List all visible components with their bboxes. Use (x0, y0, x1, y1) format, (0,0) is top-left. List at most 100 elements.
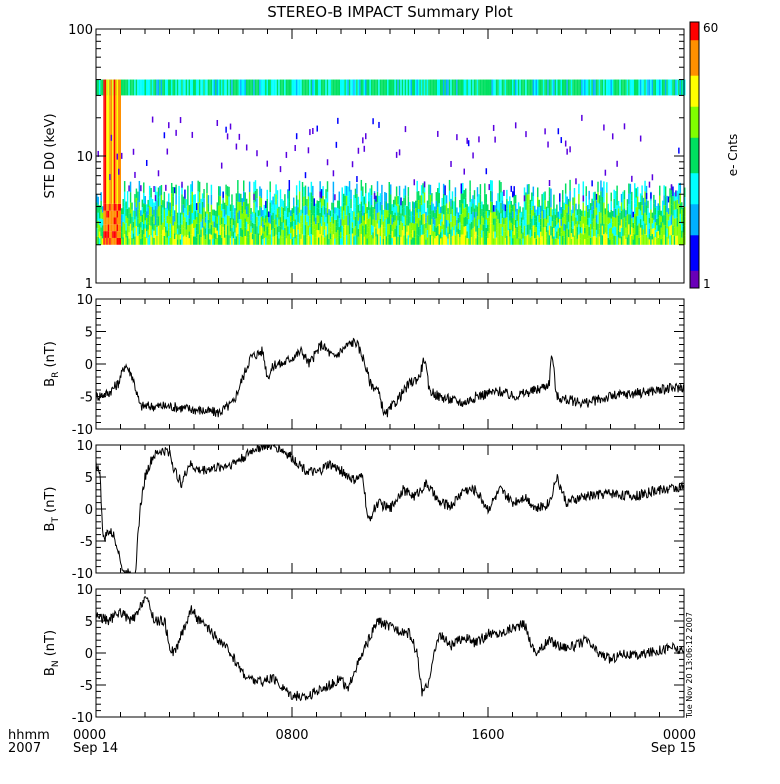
spectrogram-cell (445, 203, 448, 212)
spectrogram-cell (476, 225, 479, 236)
spectrogram-cell (276, 199, 279, 209)
spectrogram-cell (367, 218, 370, 228)
spectrogram-cell (432, 79, 435, 96)
spectrogram-cell (651, 234, 654, 240)
spectrogram-cell (262, 233, 264, 239)
spectrogram-cell (535, 209, 537, 216)
spectrogram-cell (597, 181, 599, 193)
spectrogram-cell (248, 192, 251, 203)
spectrogram-cell (218, 235, 220, 245)
spectrogram-cell (667, 232, 670, 239)
spectrogram-cell (538, 237, 540, 245)
spectrogram-cell (298, 212, 301, 224)
spectrogram-cell (215, 239, 217, 245)
spectrogram-cell (348, 223, 351, 235)
spectrogram-cell (203, 216, 205, 227)
spectrogram-cell (416, 223, 418, 235)
spectrogram-cell (514, 203, 517, 212)
spectrogram-cell (225, 204, 227, 215)
spectrogram-cell (636, 235, 639, 245)
spectrogram-cell (218, 186, 220, 196)
spectrogram-cell (320, 235, 323, 245)
spectrogram-cell (265, 230, 267, 238)
spectrogram-cell (467, 219, 470, 226)
spectrogram-cell (375, 236, 377, 245)
spectrogram-cell (485, 219, 488, 228)
spectrogram-speckle (616, 160, 618, 167)
spectrogram-cell (475, 211, 477, 219)
spectrogram-cell (592, 201, 595, 210)
spectrogram-cell (534, 238, 536, 245)
spectrogram-cell (267, 239, 270, 245)
spectrogram-cell (417, 208, 420, 218)
spectrogram-cell (672, 79, 674, 96)
spectrogram-cell (178, 234, 180, 245)
spectrogram-cell (334, 213, 336, 220)
spectrogram-cell (363, 228, 366, 237)
spectrogram-cell (356, 193, 358, 205)
spectrogram-cell (229, 238, 232, 245)
spectrogram-cell (456, 238, 458, 245)
spectrogram-cell (148, 195, 151, 206)
spectrogram-cell (404, 79, 407, 96)
spectrogram-cell (412, 79, 414, 96)
spectrogram-cell (306, 237, 308, 245)
spectrogram-cell (138, 180, 141, 192)
spectrogram-cell (497, 79, 499, 96)
spectrogram-cell (522, 238, 524, 245)
spectrogram-cell (523, 187, 526, 197)
spectrogram-cell (195, 230, 198, 238)
spectrogram-cell (178, 195, 180, 206)
spectrogram-cell (348, 191, 351, 203)
spectrogram-cell (228, 79, 230, 96)
spectrogram-cell (254, 212, 257, 224)
spectrogram-cell (259, 225, 261, 236)
spectrogram-speckle (226, 133, 229, 140)
spectrogram-cell (475, 225, 477, 232)
xtick-date-label: Sep 14 (73, 741, 118, 756)
spectrogram-cell (357, 79, 360, 96)
spectrogram-cell (210, 79, 213, 96)
spectrogram-cell (298, 79, 301, 96)
spectrogram-cell (617, 79, 620, 96)
spectrogram-cell (306, 79, 308, 96)
spectrogram-cell (614, 208, 617, 218)
spectrogram-cell (412, 208, 414, 216)
spectrogram-cell (98, 238, 101, 245)
spectrogram-cell (141, 79, 144, 96)
spectrogram-cell (553, 228, 555, 237)
spectrogram-cell (235, 227, 238, 237)
spectrogram-speckle (109, 174, 111, 181)
spectrogram-cell (656, 225, 658, 232)
spectrogram-cell (409, 237, 411, 245)
spectrogram-cell (295, 215, 298, 225)
spectrogram-cell (185, 79, 188, 96)
spectrogram-cell (115, 237, 117, 245)
spectrogram-cell (176, 223, 179, 229)
spectrogram-cell (212, 209, 214, 216)
spectrogram-speckle (523, 195, 526, 202)
spectrogram-cell (100, 192, 102, 201)
spectrogram-cell (417, 191, 420, 201)
spectrogram-cell (367, 227, 370, 237)
spectrogram-cell (253, 202, 255, 214)
spectrogram-cell (488, 215, 490, 222)
spectrogram-cell (481, 79, 483, 96)
spectrogram-cell (279, 79, 282, 96)
spectrogram-cell (344, 79, 346, 96)
spectrogram-cell (322, 235, 324, 245)
spectrogram-cell (219, 79, 221, 96)
spectrogram-cell (569, 179, 571, 191)
spectrogram-cell (676, 199, 679, 209)
spectrogram-cell (450, 198, 452, 207)
spectrogram-cell (684, 197, 686, 207)
spectrogram-cell (606, 192, 608, 204)
spectrogram-cell (403, 198, 405, 208)
spectrogram-cell (551, 209, 554, 216)
spectrogram-cell (432, 210, 435, 218)
spectrogram-cell (609, 79, 611, 96)
spectrogram-cell (547, 222, 549, 231)
spectrogram-cell (226, 225, 229, 236)
spectrogram-cell (520, 228, 523, 234)
colorbar-segment (690, 186, 699, 191)
